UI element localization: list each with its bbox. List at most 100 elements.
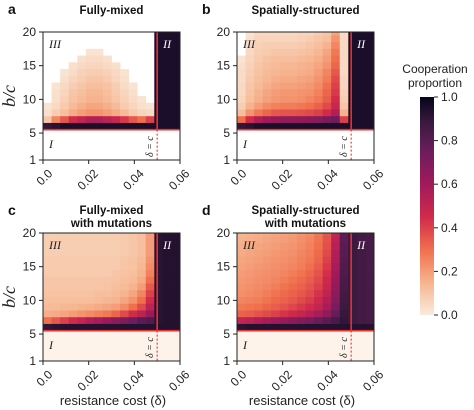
heatmap-cell bbox=[245, 310, 255, 318]
heatmap-cell bbox=[237, 263, 246, 271]
heatmap-cell bbox=[171, 69, 181, 77]
heatmap-cell bbox=[171, 48, 181, 56]
heatmap-cell bbox=[77, 283, 87, 291]
heatmap-cell bbox=[237, 323, 246, 332]
colorbar-tick-label: 0.8 bbox=[441, 134, 458, 148]
x-tick-label: 0.06 bbox=[360, 166, 387, 193]
y-tick-label: 1 bbox=[223, 354, 230, 368]
heatmap-cell bbox=[356, 233, 366, 237]
heatmap-cell bbox=[271, 82, 281, 90]
heatmap-cell bbox=[68, 116, 78, 124]
heatmap-cell bbox=[348, 116, 358, 124]
heatmap-cell bbox=[102, 55, 112, 63]
heatmap-cell bbox=[245, 297, 255, 305]
heatmap-cell bbox=[322, 323, 332, 332]
heatmap-cell bbox=[85, 116, 95, 124]
heatmap-cell bbox=[245, 89, 255, 97]
heatmap-cell bbox=[237, 317, 246, 325]
heatmap-cell bbox=[145, 122, 155, 131]
heatmap-cell bbox=[262, 256, 272, 264]
x-axis-label-left: resistance cost (δ) bbox=[60, 393, 166, 408]
heatmap-cell bbox=[162, 55, 172, 63]
heatmap-cell bbox=[171, 317, 181, 325]
heatmap-cell bbox=[331, 290, 341, 298]
heatmap-cell bbox=[128, 323, 138, 332]
heatmap-cell bbox=[296, 290, 306, 298]
heatmap-cell bbox=[60, 297, 70, 305]
heatmap-cell bbox=[279, 233, 289, 237]
delta-equals-c-label: δ = c bbox=[145, 337, 156, 358]
heatmap-cell bbox=[356, 276, 366, 284]
heatmap-cell bbox=[365, 317, 375, 325]
heatmap-cell bbox=[154, 270, 164, 278]
heatmap-cell bbox=[102, 270, 112, 278]
heatmap-cell bbox=[254, 310, 264, 318]
heatmap-cell bbox=[279, 89, 289, 97]
heatmap-cell bbox=[162, 263, 172, 271]
heatmap-cell bbox=[279, 310, 289, 318]
heatmap-cell bbox=[279, 263, 289, 271]
heatmap-cell bbox=[51, 82, 61, 90]
heatmap-cell bbox=[305, 256, 315, 264]
heatmap-cell bbox=[237, 62, 246, 70]
heatmap-cell bbox=[348, 256, 358, 264]
heatmap-cell bbox=[356, 75, 366, 83]
heatmap-cell bbox=[162, 323, 172, 332]
heatmap-cell bbox=[365, 55, 375, 63]
heatmap-cell bbox=[128, 89, 138, 97]
heatmap-cell bbox=[288, 35, 298, 43]
heatmap-cell bbox=[296, 48, 306, 56]
heatmap-cell bbox=[77, 276, 87, 284]
heatmap-cell bbox=[356, 283, 366, 291]
heatmap-cell bbox=[85, 109, 95, 117]
heatmap-cell bbox=[85, 102, 95, 110]
heatmap-cell bbox=[262, 32, 272, 36]
heatmap-cell bbox=[145, 102, 155, 110]
heatmap-cell bbox=[128, 116, 138, 124]
heatmap-cell bbox=[365, 116, 375, 124]
heatmap-cell bbox=[356, 249, 366, 257]
heatmap-cell bbox=[331, 233, 341, 237]
heatmap-cell bbox=[314, 243, 324, 251]
heatmap-cell bbox=[271, 270, 281, 278]
heatmap-cell bbox=[154, 263, 164, 271]
heatmap-cell bbox=[162, 233, 172, 237]
heatmap-cell bbox=[77, 55, 87, 63]
heatmap-cell bbox=[171, 96, 181, 104]
heatmap-cell bbox=[94, 236, 104, 244]
heatmap-cell bbox=[262, 243, 272, 251]
heatmap-cell bbox=[51, 96, 61, 104]
heatmap-cell bbox=[111, 233, 121, 237]
heatmap-cell bbox=[331, 48, 341, 56]
panel-title-line2: with mutations bbox=[70, 218, 152, 230]
heatmap-cell bbox=[356, 35, 366, 43]
heatmap-cell bbox=[271, 62, 281, 70]
heatmap-cell bbox=[296, 122, 306, 131]
region-III-label: III bbox=[242, 37, 256, 51]
heatmap-cell bbox=[111, 243, 121, 251]
heatmap-cell bbox=[279, 283, 289, 291]
heatmap-cell bbox=[322, 263, 332, 271]
panel-title: Spatially-structured bbox=[252, 5, 360, 17]
heatmap-cell bbox=[94, 317, 104, 325]
heatmap-cell bbox=[245, 69, 255, 77]
heatmap-cell bbox=[271, 249, 281, 257]
heatmap-cell bbox=[171, 75, 181, 83]
heatmap-cell bbox=[348, 270, 358, 278]
heatmap-cell bbox=[60, 243, 70, 251]
heatmap-cell bbox=[245, 243, 255, 251]
heatmap-cell bbox=[279, 102, 289, 110]
panel-title: Spatially-structured bbox=[252, 205, 360, 217]
heatmap-cell bbox=[288, 256, 298, 264]
heatmap-cell bbox=[331, 96, 341, 104]
heatmap-cell bbox=[237, 233, 246, 237]
heatmap-cell bbox=[111, 236, 121, 244]
heatmap-cell bbox=[262, 35, 272, 43]
heatmap-cell bbox=[77, 96, 87, 104]
heatmap-cell bbox=[322, 69, 332, 77]
heatmap-cell bbox=[137, 102, 147, 110]
heatmap-cell bbox=[314, 62, 324, 70]
heatmap-cell bbox=[314, 75, 324, 83]
heatmap-cell bbox=[120, 109, 130, 117]
heatmap-cell bbox=[288, 82, 298, 90]
